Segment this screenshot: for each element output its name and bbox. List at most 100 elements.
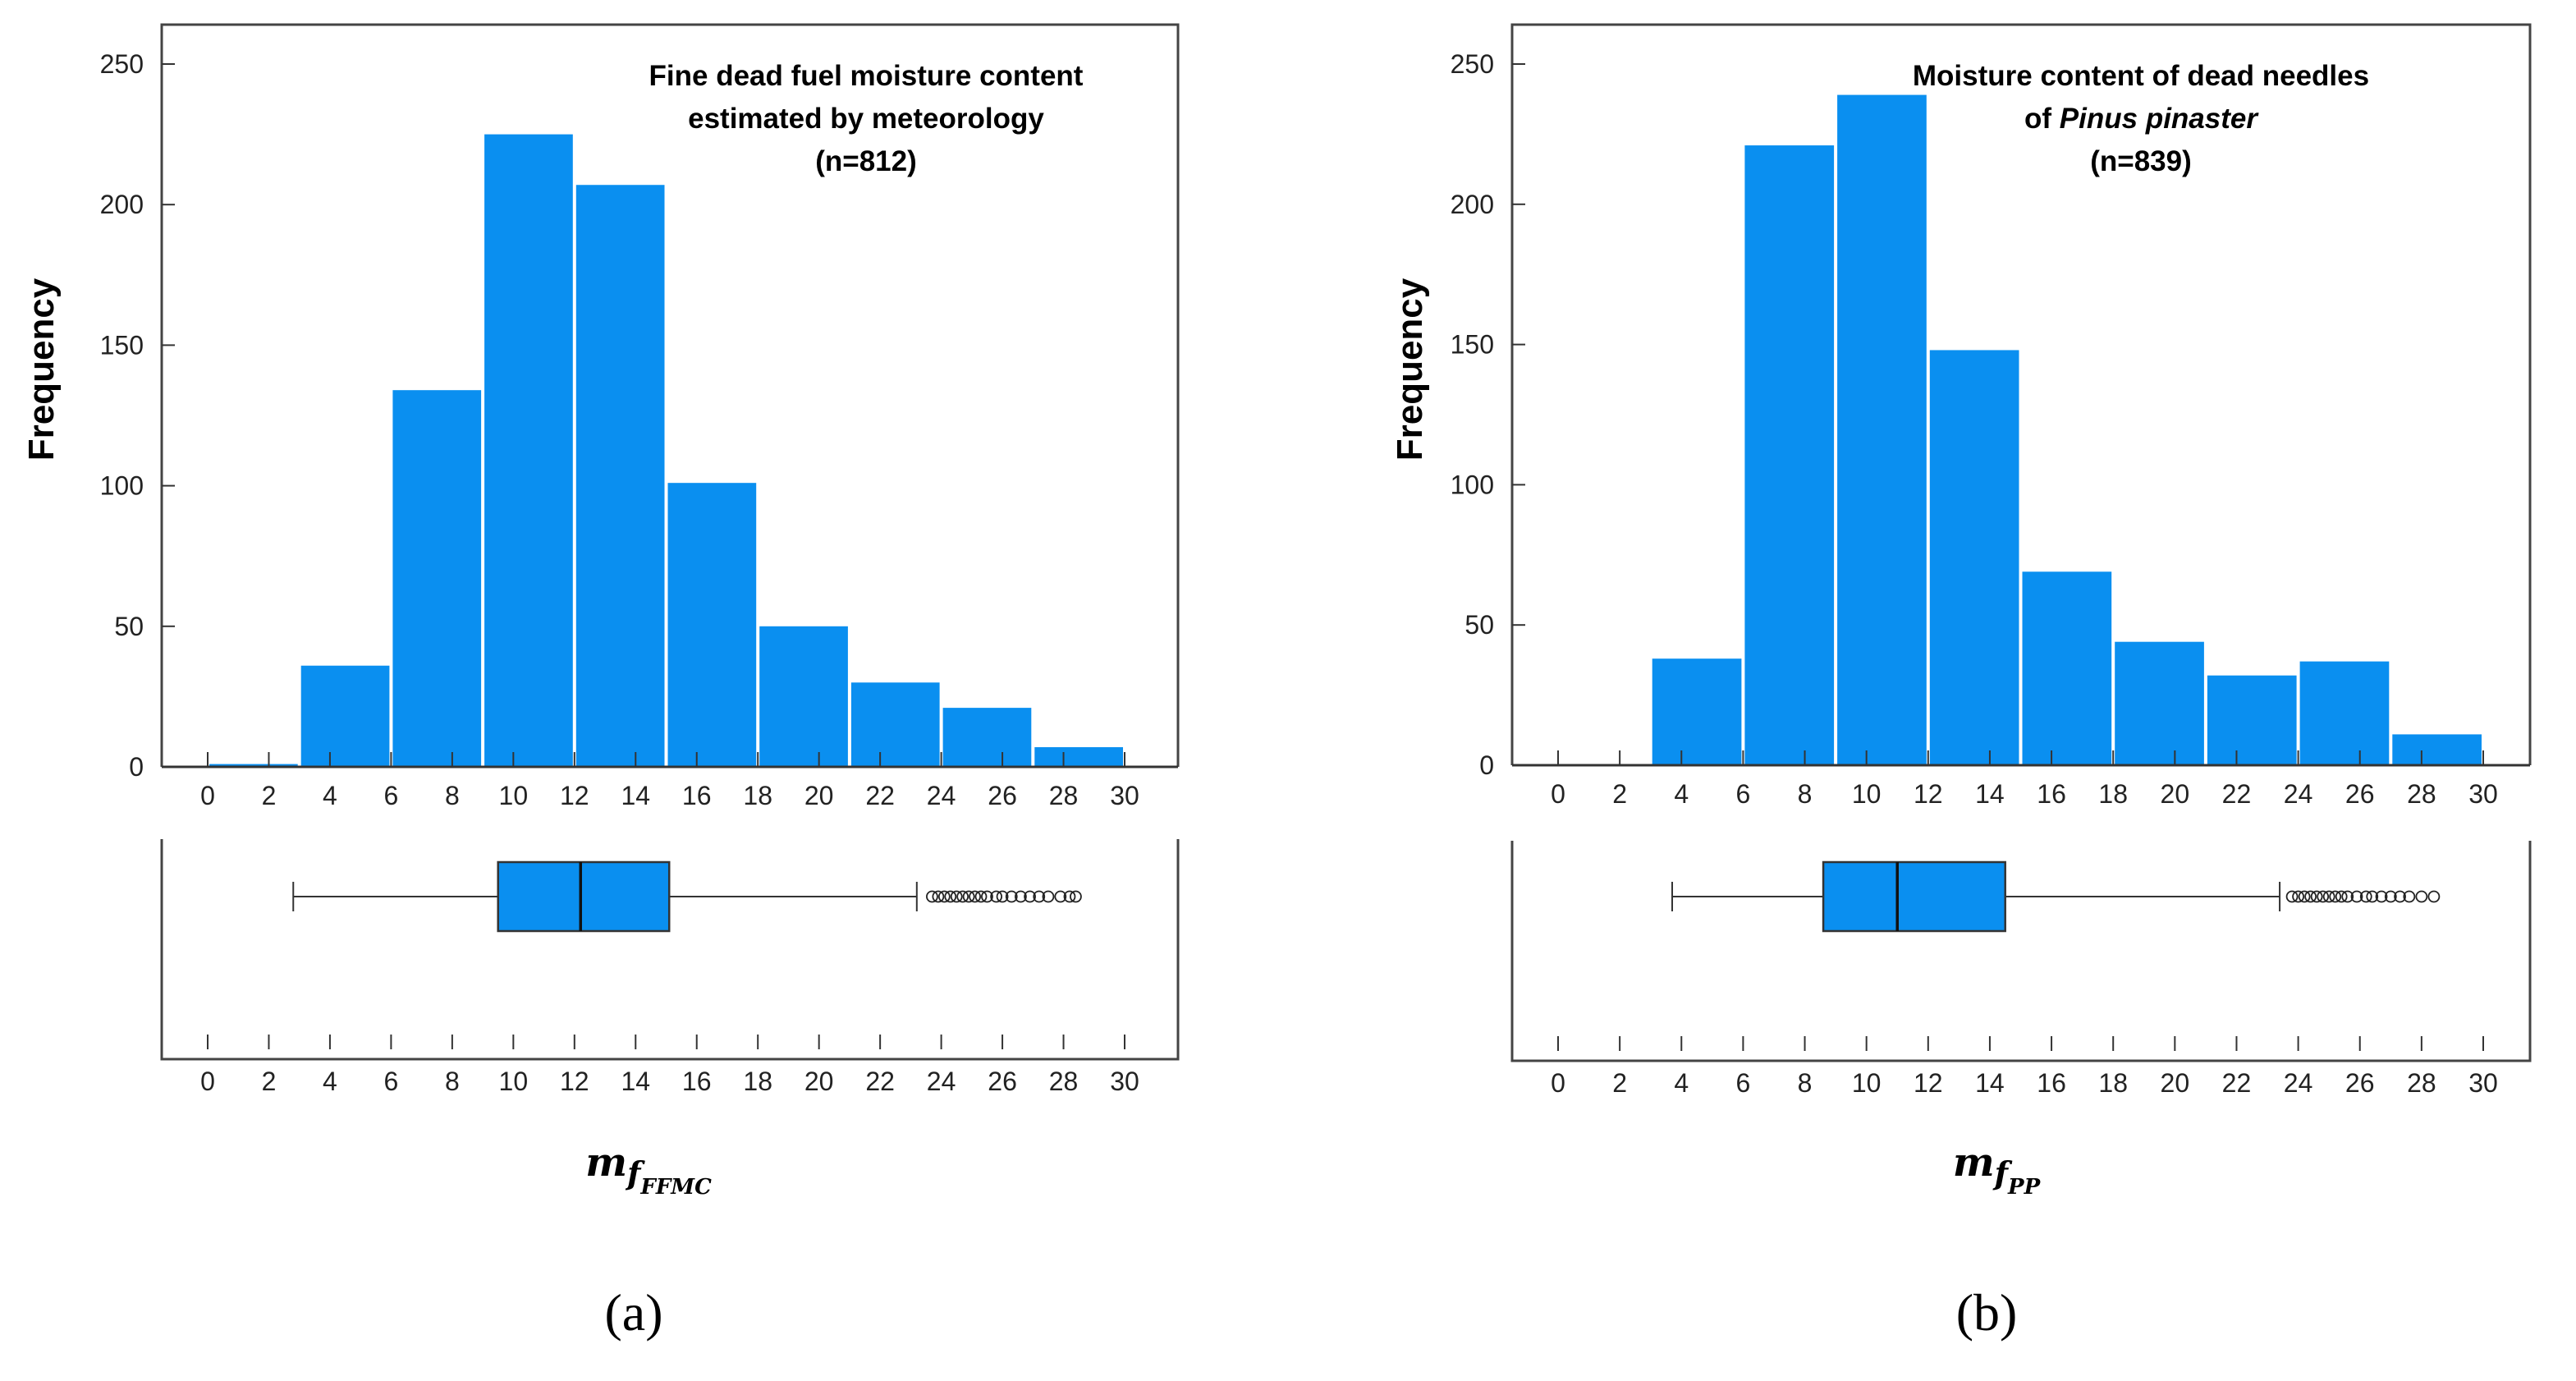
box-x-tick-label: 26 <box>988 1067 1017 1096</box>
box-x-tick-label: 6 <box>1736 1068 1751 1098</box>
x-tick-label: 22 <box>2222 779 2252 809</box>
histogram-bar <box>392 390 482 767</box>
x-tick-label: 26 <box>988 781 1017 810</box>
x-tick-label: 30 <box>1110 781 1139 810</box>
histogram-bar <box>1652 658 1742 765</box>
chart-title-line: Moisture content of dead needles <box>1913 60 2369 92</box>
boxplot-outlier <box>2427 890 2441 903</box>
x-tick-label: 22 <box>865 781 895 810</box>
x-tick-label: 14 <box>621 781 650 810</box>
histogram-frame <box>160 23 1180 767</box>
boxplot-outlier <box>981 890 993 903</box>
boxplot-outlier <box>2341 890 2354 903</box>
boxplot-outlier <box>2350 890 2363 903</box>
panel-label: (b) <box>1956 1283 2018 1342</box>
boxplot-outlier <box>2310 890 2323 903</box>
chart-title-line: of Pinus pinaster <box>2024 103 2259 135</box>
x-axis-label-subsub: FFMC <box>639 1175 712 1200</box>
histogram-bar <box>575 185 665 767</box>
x-tick-label: 8 <box>1798 779 1813 809</box>
x-tick-label: 16 <box>682 781 712 810</box>
chart-title-span: of <box>2024 103 2060 135</box>
box-x-tick-label: 20 <box>804 1067 834 1096</box>
x-tick-label: 20 <box>2161 779 2190 809</box>
chart-title-line: (n=812) <box>815 145 917 177</box>
x-tick-label: 28 <box>2407 779 2436 809</box>
y-tick-label: 50 <box>114 612 144 641</box>
boxplot-outlier <box>926 890 938 903</box>
y-tick-label: 50 <box>1464 610 1494 640</box>
x-tick-label: 4 <box>1674 779 1689 809</box>
box-x-tick-label: 24 <box>2284 1068 2313 1098</box>
boxplot-box <box>1822 860 2006 933</box>
histogram-bar <box>2299 661 2390 765</box>
box-x-tick-label: 24 <box>927 1067 956 1096</box>
x-tick-label: 2 <box>1612 779 1627 809</box>
boxplot-outlier <box>2322 890 2335 903</box>
box-x-tick-label: 22 <box>865 1067 895 1096</box>
boxplot-outlier <box>1033 890 1046 903</box>
box-x-tick-label: 12 <box>1914 1068 1943 1098</box>
boxplot-outlier <box>1015 890 1027 903</box>
boxplot-outlier <box>990 890 1003 903</box>
x-axis-label: mfPP <box>1953 1140 2042 1200</box>
boxplot-outlier <box>932 890 945 903</box>
box-x-tick-label: 30 <box>2468 1068 2498 1098</box>
histogram-bar <box>850 682 940 767</box>
chart-title-line: estimated by meteorology <box>688 103 1044 135</box>
x-tick-label: 6 <box>1736 779 1751 809</box>
boxplot-outlier <box>956 890 969 903</box>
histogram-bar <box>300 665 390 767</box>
box-x-tick-label: 8 <box>445 1067 460 1096</box>
boxplot-outlier <box>950 890 963 903</box>
boxplot-outlier <box>1054 890 1067 903</box>
boxplot-outlier <box>937 890 951 903</box>
x-axis-label-subsub: PP <box>2007 1175 2042 1200</box>
box-x-tick-label: 0 <box>200 1067 215 1096</box>
box-x-tick-label: 18 <box>743 1067 772 1096</box>
y-tick-label: 100 <box>100 471 144 501</box>
x-tick-label: 24 <box>927 781 956 810</box>
y-axis-label: Frequency <box>1390 278 1430 461</box>
boxplot-outlier <box>2298 890 2311 903</box>
y-tick-label: 250 <box>100 49 144 79</box>
x-tick-label: 6 <box>384 781 399 810</box>
boxplot-outlier <box>1063 890 1076 903</box>
box-x-tick-label: 14 <box>621 1067 650 1096</box>
y-tick-label: 200 <box>1451 190 1494 219</box>
box-x-tick-label: 22 <box>2222 1068 2252 1098</box>
boxplot-outlier <box>944 890 957 903</box>
histogram-bar <box>2207 675 2297 765</box>
x-tick-label: 8 <box>445 781 460 810</box>
histogram-bar <box>1034 747 1123 767</box>
x-tick-label: 24 <box>2284 779 2313 809</box>
box-x-tick-label: 20 <box>2161 1068 2190 1098</box>
boxplot-outlier <box>2384 890 2397 903</box>
histogram-bar <box>2115 641 2204 765</box>
box-x-tick-label: 4 <box>1674 1068 1689 1098</box>
box-x-tick-label: 2 <box>1612 1068 1627 1098</box>
x-tick-label: 10 <box>1852 779 1882 809</box>
x-tick-label: 28 <box>1049 781 1079 810</box>
boxplot-outlier <box>2292 890 2305 903</box>
y-tick-label: 0 <box>129 752 144 782</box>
boxplot-outlier <box>1042 890 1055 903</box>
x-axis-label-main: m <box>1953 1140 1995 1186</box>
boxplot-outlier <box>1070 890 1082 903</box>
x-tick-label: 4 <box>323 781 337 810</box>
x-axis-label-main: m <box>585 1140 627 1186</box>
histogram-frame <box>1510 23 2532 765</box>
x-tick-label: 18 <box>743 781 772 810</box>
histogram-bar <box>942 708 1032 767</box>
boxplot-outlier <box>1005 890 1018 903</box>
x-tick-label: 12 <box>1914 779 1943 809</box>
y-tick-label: 150 <box>1451 330 1494 360</box>
histogram-bar <box>1837 94 1927 766</box>
x-tick-label: 2 <box>262 781 277 810</box>
histogram-bar <box>484 134 573 768</box>
box-x-tick-label: 10 <box>499 1067 529 1096</box>
y-axis-label: Frequency <box>21 278 62 461</box>
y-tick-label: 100 <box>1451 470 1494 499</box>
